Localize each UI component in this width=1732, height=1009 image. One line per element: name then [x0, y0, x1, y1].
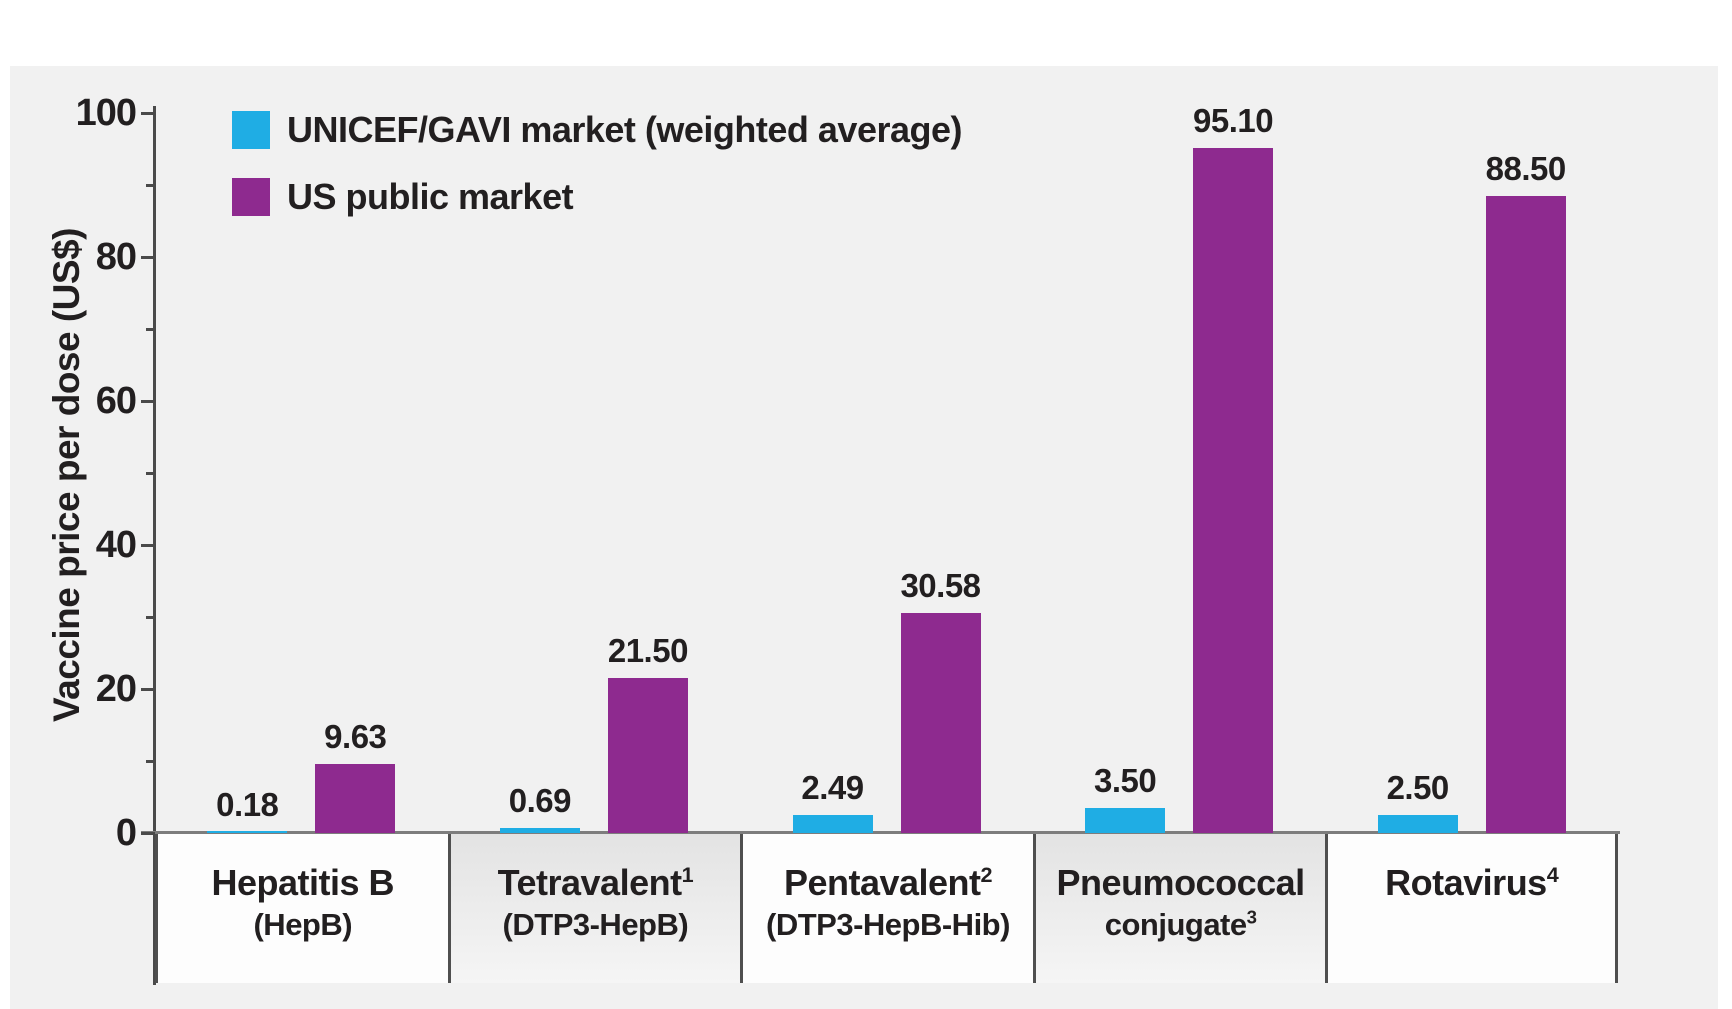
y-tick-label-60: 60 [95, 380, 137, 422]
value-label-unicef-gavi-rotavirus: 2.50 [1386, 769, 1450, 806]
bar-unicef-gavi-rotavirus [1377, 815, 1458, 833]
y-tick-major-40 [141, 543, 155, 547]
bar-us-public-pneumococcal-conjugate [1193, 148, 1274, 833]
value-label-unicef-gavi-tetravalent: 0.69 [508, 782, 572, 820]
y-tick-label-0: 0 [115, 812, 137, 854]
value-label-us-public-hepatitis-b: 9.63 [324, 717, 387, 755]
value-label-unicef-gavi-pentavalent: 2.49 [801, 769, 864, 807]
category-label-pentavalent-line1: Pentavalent2 [783, 862, 993, 903]
category-label-pneumococcal-conjugate-line1: Pneumococcal [1056, 862, 1306, 903]
y-tick-major-20 [141, 687, 155, 691]
y-tick-major-100 [141, 111, 155, 115]
category-superscript-pentavalent: 2 [980, 862, 993, 887]
y-tick-minor-70 [146, 327, 155, 331]
value-label-unicef-gavi-hepatitis-b: 0.18 [216, 785, 279, 823]
value-label-us-public-rotavirus: 88.50 [1485, 149, 1567, 187]
bar-unicef-gavi-pneumococcal-conjugate [1085, 807, 1166, 833]
legend-label-us-public: US public market [287, 176, 574, 217]
value-label-unicef-gavi-pneumococcal-conjugate: 3.50 [1093, 761, 1157, 799]
legend-item-us-public: US public market [232, 177, 962, 217]
legend-swatch-us-public [232, 178, 270, 216]
legend: UNICEF/GAVI market (weighted average) US … [232, 109, 963, 217]
y-tick-minor-30 [146, 615, 155, 619]
bar-unicef-gavi-tetravalent [499, 828, 580, 833]
legend-label-unicef-gavi: UNICEF/GAVI market (weighted average) [287, 109, 963, 150]
value-label-us-public-pentavalent: 30.58 [900, 566, 981, 604]
category-box-hepatitis-b: Hepatitis B (HepB) [155, 834, 448, 983]
bar-us-public-tetravalent [607, 678, 688, 833]
bar-us-public-pentavalent [900, 612, 981, 833]
y-tick-major-0 [141, 831, 155, 835]
category-label-tetravalent-line1: Tetravalent1 [497, 862, 694, 903]
bar-unicef-gavi-pentavalent [792, 815, 873, 833]
category-label-hepatitis-b-line2: (HepB) [253, 907, 353, 942]
category-label-tetravalent-line2: (DTP3-HepB) [502, 907, 689, 942]
y-tick-minor-90 [146, 183, 155, 187]
category-label-rotavirus-line1: Rotavirus4 [1385, 862, 1559, 903]
y-tick-minor-50 [146, 471, 155, 475]
category-superscript-tetravalent: 1 [681, 862, 694, 887]
legend-swatch-unicef-gavi [232, 111, 270, 149]
y-tick-label-80: 80 [95, 236, 137, 278]
value-label-us-public-pneumococcal-conjugate: 95.10 [1193, 102, 1274, 140]
category-superscript-rotavirus: 4 [1546, 862, 1559, 887]
category-box-rotavirus: Rotavirus4 [1325, 834, 1618, 983]
category-box-tetravalent: Tetravalent1 (DTP3-HepB) [447, 834, 741, 983]
y-tick-label-40: 40 [95, 524, 137, 566]
category-superscript-pneumococcal-conjugate: 3 [1246, 906, 1257, 928]
value-label-us-public-tetravalent: 21.50 [607, 632, 689, 670]
category-box-pneumococcal-conjugate: Pneumococcal conjugate3 [1032, 834, 1326, 983]
y-tick-label-20: 20 [95, 668, 137, 710]
y-tick-major-80 [141, 255, 155, 259]
y-tick-major-60 [141, 399, 155, 403]
category-label-pentavalent-line2: (DTP3-HepB-Hib) [766, 907, 1010, 942]
bar-us-public-hepatitis-b [315, 763, 396, 833]
category-label-pneumococcal-conjugate-line2: conjugate3 [1104, 906, 1257, 942]
y-tick-minor-10 [146, 759, 155, 763]
category-label-hepatitis-b-line1: Hepatitis B [211, 862, 395, 903]
x-axis-baseline [141, 831, 1620, 834]
y-tick-label-100: 100 [75, 92, 137, 134]
bar-unicef-gavi-hepatitis-b [207, 831, 288, 833]
category-box-pentavalent: Pentavalent2 (DTP3-HepB-Hib) [740, 834, 1033, 983]
bar-us-public-rotavirus [1485, 195, 1566, 833]
legend-item-unicef-gavi: UNICEF/GAVI market (weighted average) [232, 109, 963, 150]
